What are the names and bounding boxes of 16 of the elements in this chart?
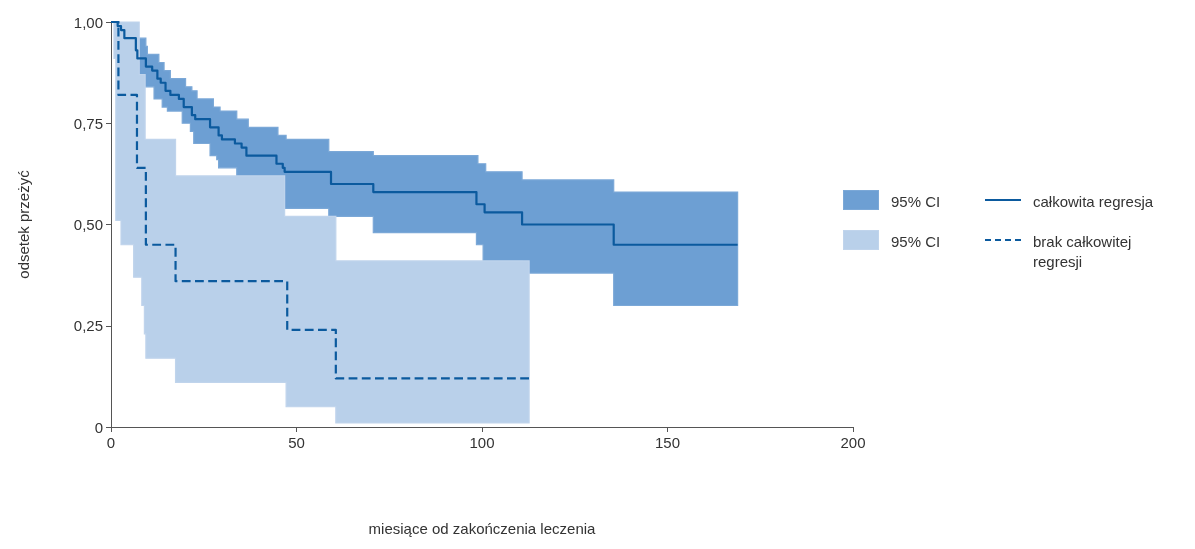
y-tick-label: 0,75: [73, 114, 103, 132]
legend-label: brak całkowitej regresji: [1033, 232, 1136, 270]
y-tick-label: 1,00: [73, 13, 103, 31]
x-tick-label: 50: [288, 434, 305, 451]
x-tick-label: 100: [469, 434, 495, 451]
text: 95% CI: [891, 232, 941, 250]
y-tick-label: 0,25: [73, 317, 103, 335]
x-tick-label: 0: [106, 434, 116, 451]
y-tick-label: 0,50: [73, 216, 103, 233]
legend-label: całkowita regresja: [1033, 192, 1154, 210]
x-axis-title: miesiące od zakończenia leczenia: [368, 520, 597, 537]
text: 95% CI: [891, 192, 941, 210]
x-tick-label: 200: [840, 434, 866, 451]
x-tick-label: 150: [654, 434, 681, 451]
y-axis-title: odsetek przeżyć: [15, 169, 32, 279]
y-tick-label: 0: [94, 418, 103, 436]
